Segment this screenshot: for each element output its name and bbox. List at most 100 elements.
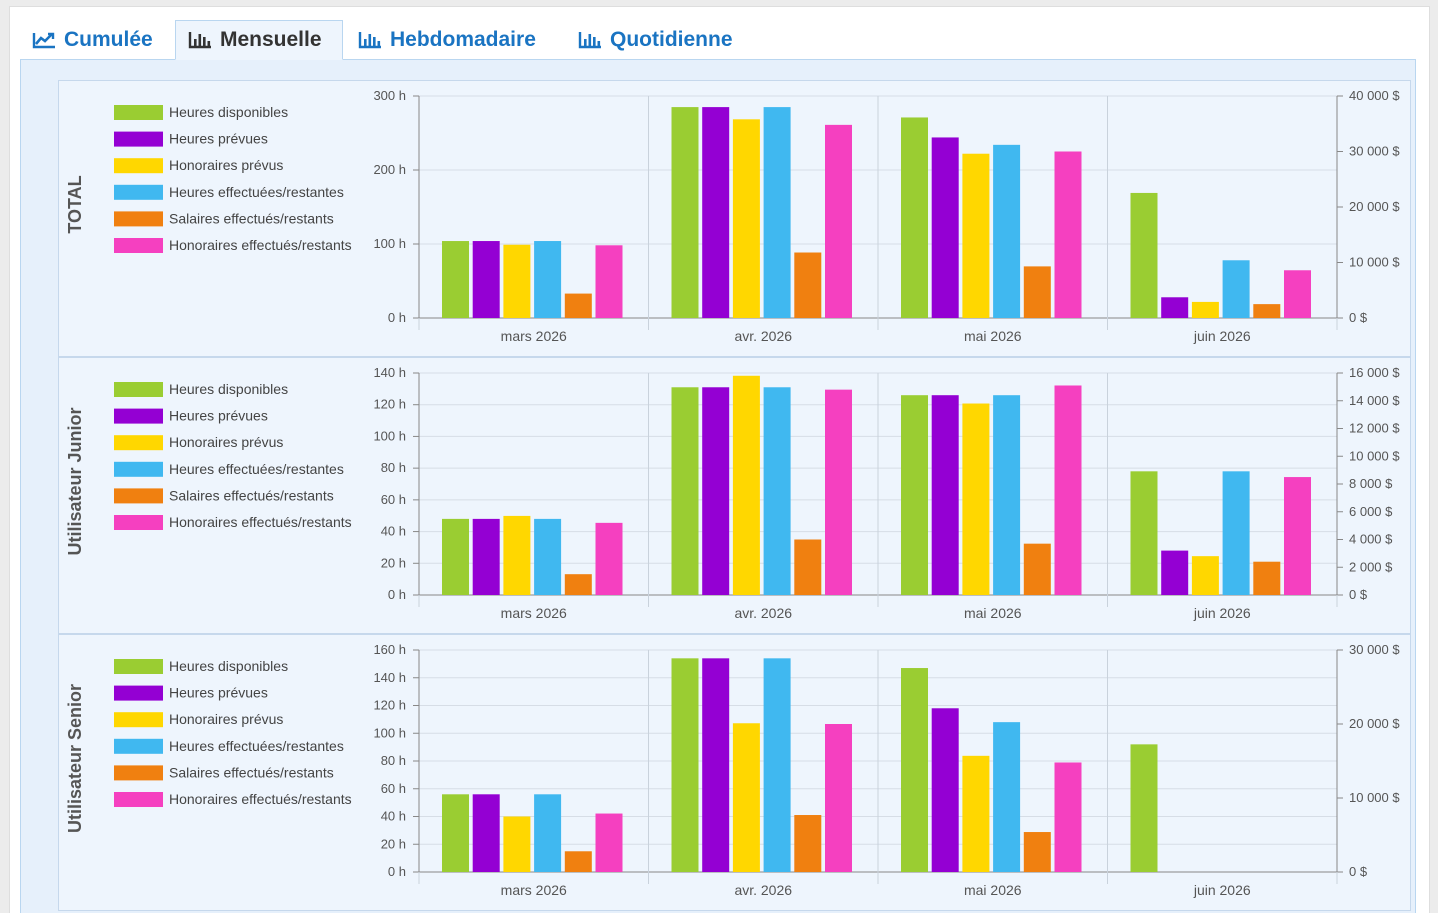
legend-label-heures-effectuees-restantes: Heures effectuées/restantes [169,738,344,754]
chart-title: TOTAL [65,175,85,233]
legend-label-honoraires-prevus: Honoraires prévus [169,157,283,173]
legend-label-honoraires-effectues-restants: Honoraires effectués/restants [169,514,352,530]
y-left-tick-label: 40 h [381,524,406,539]
bar-heures-effectuees-restantes-mai-2026 [993,722,1021,872]
chart-title: Utilisateur Senior [65,684,85,833]
tab-cumulee-label: Cumulée [64,28,153,51]
x-tick-label: mai 2026 [964,605,1022,621]
bar-heures-disponibles-juin-2026 [1130,471,1158,595]
bar-heures-disponibles-avr-2026 [671,107,699,318]
tab-hebdomadaire[interactable]: Hebdomadaire [346,20,548,60]
legend-label-heures-prevues: Heures prévues [169,408,268,424]
y-left-tick-label: 160 h [373,642,406,657]
legend-swatch-heures-effectuees-restantes [114,738,163,754]
chart-total: 0 h 100 h 200 h 300 h 0 $ 10 000 $ 20 000 $ 30 … [58,80,1411,357]
bar-chart-icon [188,32,211,49]
y-left-tick-label: 100 h [373,428,406,443]
legend-label-salaires-effectues-restants: Salaires effectués/restants [169,487,334,503]
bar-heures-disponibles-mars-2026 [442,794,469,872]
y-left-tick-label: 60 h [381,781,406,796]
bar-chart-icon [358,32,381,49]
y-right-tick-label: 12 000 $ [1349,421,1400,436]
bar-salaires-effectues-restants-avr-2026 [794,252,822,318]
bar-heures-prevues-mai-2026 [931,137,959,318]
bar-heures-disponibles-mars-2026 [442,518,469,595]
bar-salaires-effectues-restants-avr-2026 [794,815,822,872]
y-left-tick-label: 300 h [373,88,406,103]
legend-swatch-heures-disponibles [114,105,163,120]
legend-label-heures-disponibles: Heures disponibles [169,381,288,397]
y-right-tick-label: 20 000 $ [1349,716,1400,731]
bar-heures-disponibles-mai-2026 [901,395,928,595]
legend-label-heures-effectuees-restantes: Heures effectuées/restantes [169,461,344,477]
y-right-tick-label: 0 $ [1349,587,1368,602]
tab-cumulee[interactable]: Cumulée [20,20,165,60]
x-tick-label: juin 2026 [1193,328,1251,344]
bar-heures-effectuees-restantes-avr-2026 [763,107,791,318]
y-left-tick-label: 120 h [373,397,406,412]
bar-heures-prevues-juin-2026 [1161,550,1189,595]
y-right-tick-label: 4 000 $ [1349,532,1393,547]
bar-heures-prevues-mars-2026 [472,241,500,318]
bar-honoraires-prevus-mai-2026 [962,403,990,595]
y-right-tick-label: 0 $ [1349,864,1368,879]
bar-heures-prevues-avr-2026 [702,387,730,595]
legend-swatch-heures-prevues [114,131,163,147]
bar-honoraires-prevus-mai-2026 [962,153,990,318]
legend-swatch-salaires-effectues-restants [114,211,163,227]
legend-label-heures-disponibles: Heures disponibles [169,658,288,674]
bar-heures-disponibles-mai-2026 [901,117,928,319]
chart-utilisateur-junior: 0 h 20 h 40 h 60 h 80 h 100 h 120 h 140 h 0 $ 2 0… [58,357,1411,634]
bar-honoraires-effectues-restants-mai-2026 [1054,151,1082,318]
x-tick-label: mai 2026 [964,328,1022,344]
legend-label-heures-prevues: Heures prévues [169,131,268,147]
bar-salaires-effectues-restants-mars-2026 [564,574,592,595]
legend-swatch-heures-prevues [114,408,163,424]
period-tabs: Cumulée Mensuelle Hebdomadaire Quot [20,20,1416,60]
legend-swatch-salaires-effectues-restants [114,488,163,504]
bar-honoraires-prevus-mars-2026 [503,515,531,595]
tab-mensuelle-label: Mensuelle [220,28,322,51]
y-left-tick-label: 100 h [373,236,406,251]
y-left-tick-label: 200 h [373,162,406,177]
x-tick-label: mars 2026 [501,882,567,898]
chart-svg: 0 h 100 h 200 h 300 h 0 $ 10 000 $ 20 000 $ 30 … [65,88,1400,344]
y-right-tick-label: 0 $ [1349,310,1368,325]
y-right-tick-label: 14 000 $ [1349,393,1400,408]
bar-honoraires-effectues-restants-avr-2026 [825,724,852,872]
legend-label-salaires-effectues-restants: Salaires effectués/restants [169,210,334,226]
bar-honoraires-effectues-restants-mars-2026 [595,522,623,595]
x-tick-label: avr. 2026 [734,605,792,621]
legend-label-honoraires-prevus: Honoraires prévus [169,434,283,450]
tab-mensuelle[interactable]: Mensuelle [175,20,343,60]
legend-label-heures-prevues: Heures prévues [169,685,268,701]
bar-salaires-effectues-restants-mars-2026 [564,293,592,318]
bar-heures-disponibles-avr-2026 [671,658,699,872]
bar-honoraires-effectues-restants-mai-2026 [1054,762,1082,872]
legend-swatch-heures-prevues [114,685,163,701]
bar-salaires-effectues-restants-avr-2026 [794,539,822,595]
bar-heures-prevues-mars-2026 [472,794,500,872]
bar-chart-icon [578,32,601,49]
y-right-tick-label: 30 000 $ [1349,642,1400,657]
y-left-tick-label: 140 h [373,670,406,685]
y-left-tick-label: 20 h [381,836,406,851]
legend-swatch-honoraires-effectues-restants [114,238,163,253]
y-right-tick-label: 30 000 $ [1349,144,1400,159]
y-left-tick-label: 0 h [388,587,406,602]
bar-heures-disponibles-juin-2026 [1130,744,1158,872]
x-tick-label: mars 2026 [501,605,567,621]
x-tick-label: avr. 2026 [734,882,792,898]
y-right-tick-label: 6 000 $ [1349,504,1393,519]
y-left-tick-label: 0 h [388,864,406,879]
y-left-tick-label: 0 h [388,310,406,325]
y-left-tick-label: 100 h [373,725,406,740]
chart-title: Utilisateur Junior [65,407,85,555]
bar-heures-effectuees-restantes-avr-2026 [763,387,791,595]
bar-honoraires-prevus-avr-2026 [732,375,760,595]
legend-swatch-heures-effectuees-restantes [114,184,163,200]
tab-quotidienne[interactable]: Quotidienne [566,20,745,60]
bar-honoraires-prevus-avr-2026 [732,723,760,872]
bar-honoraires-prevus-avr-2026 [732,119,760,318]
y-left-tick-label: 80 h [381,460,406,475]
